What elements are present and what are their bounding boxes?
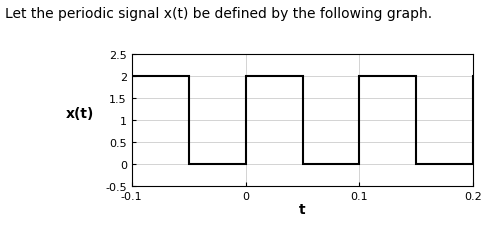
X-axis label: t: t <box>299 202 306 216</box>
Y-axis label: x(t): x(t) <box>66 106 95 120</box>
Text: Let the periodic signal x(t) be defined by the following graph.: Let the periodic signal x(t) be defined … <box>5 7 432 21</box>
